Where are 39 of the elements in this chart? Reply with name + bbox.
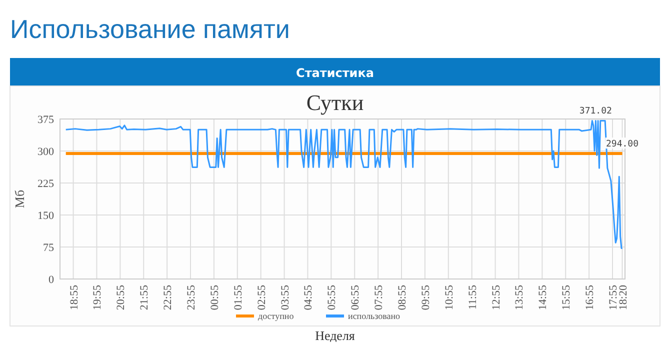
x-tick-label: 00:55 bbox=[208, 284, 221, 310]
y-tick-label: 0 bbox=[48, 274, 54, 286]
x-tick-label: 19:55 bbox=[92, 284, 104, 310]
legend-label: доступно bbox=[258, 311, 294, 321]
x-tick-label: 03:55 bbox=[279, 284, 292, 310]
x-tick-label: 18:20 bbox=[617, 284, 630, 310]
annotation: 294.00 bbox=[606, 140, 639, 150]
text: Использование памяти bbox=[10, 14, 290, 44]
annotation: 371.02 bbox=[579, 106, 612, 117]
x-tick-label: 04:55 bbox=[302, 284, 315, 310]
x-tick-label: 21:55 bbox=[138, 284, 151, 310]
y-tick-label: 225 bbox=[38, 178, 54, 190]
x-tick-label: 17:55 bbox=[607, 284, 620, 310]
x-tick-label: 10:55 bbox=[443, 284, 456, 310]
x-tick-label: 15:55 bbox=[560, 284, 573, 310]
x-tick-label: 01:55 bbox=[232, 284, 244, 310]
y-tick-label: 150 bbox=[38, 210, 54, 222]
x-tick-label: 08:55 bbox=[396, 284, 408, 310]
x-tick-label: 22:55 bbox=[162, 284, 174, 310]
legend-label: использовано bbox=[348, 311, 401, 321]
x-tick-label: 13:55 bbox=[514, 284, 526, 310]
x-tick-label: 07:55 bbox=[373, 284, 386, 310]
x-tick-label: 18:55 bbox=[68, 284, 80, 310]
y-axis-title: Мб bbox=[12, 190, 27, 208]
x-tick-label: 16:55 bbox=[584, 284, 596, 310]
x-tick-label: 05:55 bbox=[326, 284, 338, 310]
y-tick-label: 375 bbox=[38, 114, 54, 126]
x-tick-label: 14:55 bbox=[537, 284, 550, 310]
chart-title: Сутки bbox=[306, 90, 364, 115]
y-tick-label: 75 bbox=[43, 242, 54, 254]
x-tick-label: 09:55 bbox=[420, 284, 432, 310]
y-tick-label: 300 bbox=[38, 146, 54, 158]
x-tick-label: 02:55 bbox=[256, 284, 268, 310]
text: Статистика bbox=[296, 66, 374, 80]
x-tick-label: 11:55 bbox=[466, 284, 479, 310]
x-tick-label: 20:55 bbox=[115, 284, 128, 310]
x-tick-label: 12:55 bbox=[490, 284, 502, 310]
x-tick-label: 23:55 bbox=[186, 284, 198, 310]
x-tick-label: 06:55 bbox=[350, 284, 362, 310]
